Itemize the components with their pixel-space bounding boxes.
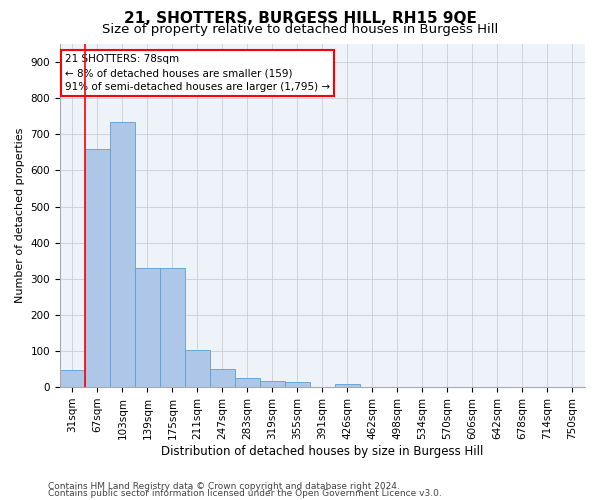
X-axis label: Distribution of detached houses by size in Burgess Hill: Distribution of detached houses by size … bbox=[161, 444, 484, 458]
Text: Contains HM Land Registry data © Crown copyright and database right 2024.: Contains HM Land Registry data © Crown c… bbox=[48, 482, 400, 491]
Bar bbox=[135, 268, 160, 387]
Bar bbox=[110, 122, 135, 387]
Bar bbox=[185, 350, 210, 387]
Text: 21, SHOTTERS, BURGESS HILL, RH15 9QE: 21, SHOTTERS, BURGESS HILL, RH15 9QE bbox=[124, 11, 476, 26]
Bar bbox=[85, 149, 110, 387]
Bar bbox=[60, 370, 85, 387]
Bar bbox=[160, 268, 185, 387]
Bar bbox=[335, 384, 360, 387]
Y-axis label: Number of detached properties: Number of detached properties bbox=[15, 128, 25, 303]
Bar bbox=[285, 382, 310, 387]
Text: 21 SHOTTERS: 78sqm
← 8% of detached houses are smaller (159)
91% of semi-detache: 21 SHOTTERS: 78sqm ← 8% of detached hous… bbox=[65, 54, 330, 92]
Bar bbox=[210, 369, 235, 387]
Text: Contains public sector information licensed under the Open Government Licence v3: Contains public sector information licen… bbox=[48, 489, 442, 498]
Text: Size of property relative to detached houses in Burgess Hill: Size of property relative to detached ho… bbox=[102, 22, 498, 36]
Bar bbox=[235, 378, 260, 387]
Bar bbox=[260, 381, 285, 387]
